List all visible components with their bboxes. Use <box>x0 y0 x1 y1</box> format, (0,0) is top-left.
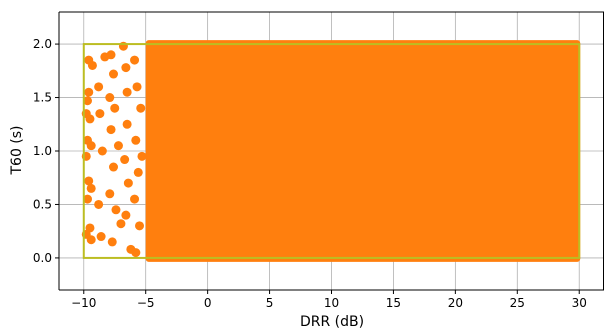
data-point <box>105 189 115 199</box>
data-point <box>85 114 95 124</box>
data-point <box>86 183 96 193</box>
data-point <box>123 178 133 188</box>
data-point <box>110 103 120 113</box>
data-point <box>97 146 107 156</box>
y-tick-label: 0.5 <box>33 197 52 211</box>
data-point <box>86 141 96 151</box>
data-point <box>86 235 96 245</box>
x-tick-label: 15 <box>386 296 401 310</box>
dense-point-cloud <box>145 40 581 262</box>
data-point <box>111 205 121 215</box>
y-tick-label: 0.0 <box>33 251 52 265</box>
data-point <box>131 248 141 258</box>
x-tick-label: 5 <box>266 296 274 310</box>
dense-point-region <box>145 40 581 262</box>
data-point <box>122 119 132 129</box>
data-point <box>121 210 131 220</box>
data-point <box>136 103 146 113</box>
data-point <box>109 162 118 172</box>
data-point <box>82 96 92 106</box>
x-tick-label: 0 <box>204 296 212 310</box>
data-point <box>95 109 105 119</box>
sparse-points <box>81 41 147 258</box>
data-point <box>106 125 116 135</box>
x-axis-label: DRR (dB) <box>300 314 364 329</box>
data-point <box>122 87 132 97</box>
data-point <box>133 167 143 177</box>
data-point <box>130 194 140 204</box>
x-tick-label: 10 <box>324 296 339 310</box>
y-axis-label: T60 (s) <box>9 125 25 175</box>
data-point <box>132 82 142 92</box>
data-point <box>94 82 104 92</box>
data-point <box>118 41 128 51</box>
data-point <box>96 232 106 242</box>
data-point <box>84 87 94 97</box>
y-tick-label: 1.5 <box>33 91 52 105</box>
x-tick-label: 25 <box>510 296 525 310</box>
data-point <box>137 151 147 161</box>
data-point <box>121 63 131 73</box>
data-point <box>113 141 123 151</box>
x-tick-label: 30 <box>572 296 587 310</box>
x-tick-label: 20 <box>448 296 463 310</box>
data-point <box>82 194 92 204</box>
data-point <box>107 237 117 247</box>
data-point <box>131 135 141 145</box>
y-tick-label: 2.0 <box>33 37 52 51</box>
data-point <box>109 69 118 79</box>
data-point <box>94 199 104 209</box>
data-point <box>135 221 145 231</box>
data-point <box>84 176 94 186</box>
data-point <box>106 50 116 60</box>
range-rectangle <box>82 43 581 259</box>
data-point <box>120 155 130 165</box>
y-tick-label: 1.0 <box>33 144 52 158</box>
y-ticks: 0.0 0.5 1.0 1.5 2.0 <box>33 37 59 265</box>
x-tick-label: −10 <box>71 296 96 310</box>
x-tick-label: −5 <box>137 296 155 310</box>
data-point <box>105 93 115 103</box>
data-point <box>116 219 126 229</box>
x-ticks: −10 −5 0 5 10 15 20 25 30 <box>71 290 587 310</box>
data-point <box>87 60 97 70</box>
data-point <box>130 55 140 65</box>
